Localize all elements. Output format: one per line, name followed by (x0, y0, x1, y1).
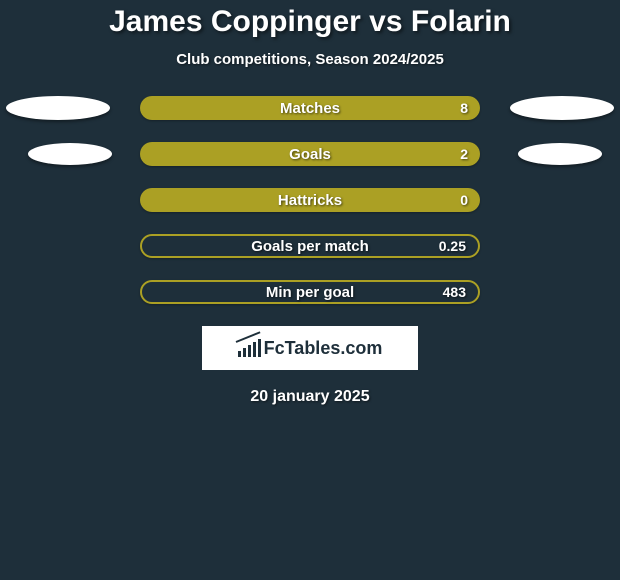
stat-bar: Matches 8 (140, 96, 480, 120)
logo-box: FcTables.com (202, 326, 418, 370)
stat-label: Min per goal (266, 284, 354, 301)
stat-label: Goals per match (251, 238, 369, 255)
stat-label: Goals (289, 146, 331, 163)
stat-value: 8 (460, 100, 468, 116)
left-ellipse-icon (6, 96, 110, 120)
stat-bar: Goals per match 0.25 (140, 234, 480, 258)
stat-value: 0 (460, 192, 468, 208)
page-title: James Coppinger vs Folarin (0, 5, 620, 39)
logo-text: FcTables.com (264, 338, 383, 359)
stat-row: Hattricks 0 (0, 188, 620, 212)
stat-bar: Min per goal 483 (140, 280, 480, 304)
right-ellipse-icon (510, 96, 614, 120)
main-container: James Coppinger vs Folarin Club competit… (0, 0, 620, 406)
stat-row: Goals 2 (0, 142, 620, 166)
left-ellipse-icon (28, 143, 112, 165)
stats-rows: Matches 8 Goals 2 Hattricks 0 Goals per match 0… (0, 96, 620, 304)
date-label: 20 january 2025 (0, 388, 620, 406)
stat-bar: Hattricks 0 (140, 188, 480, 212)
stat-value: 483 (443, 284, 466, 300)
stat-row: Min per goal 483 (0, 280, 620, 304)
stat-bar: Goals 2 (140, 142, 480, 166)
logo-chart-icon (238, 339, 260, 357)
subtitle: Club competitions, Season 2024/2025 (0, 51, 620, 68)
stat-label: Matches (280, 100, 340, 117)
stat-label: Hattricks (278, 192, 342, 209)
stat-value: 2 (460, 146, 468, 162)
stat-row: Goals per match 0.25 (0, 234, 620, 258)
stat-value: 0.25 (439, 238, 466, 254)
right-ellipse-icon (518, 143, 602, 165)
stat-row: Matches 8 (0, 96, 620, 120)
logo-content: FcTables.com (238, 338, 383, 359)
